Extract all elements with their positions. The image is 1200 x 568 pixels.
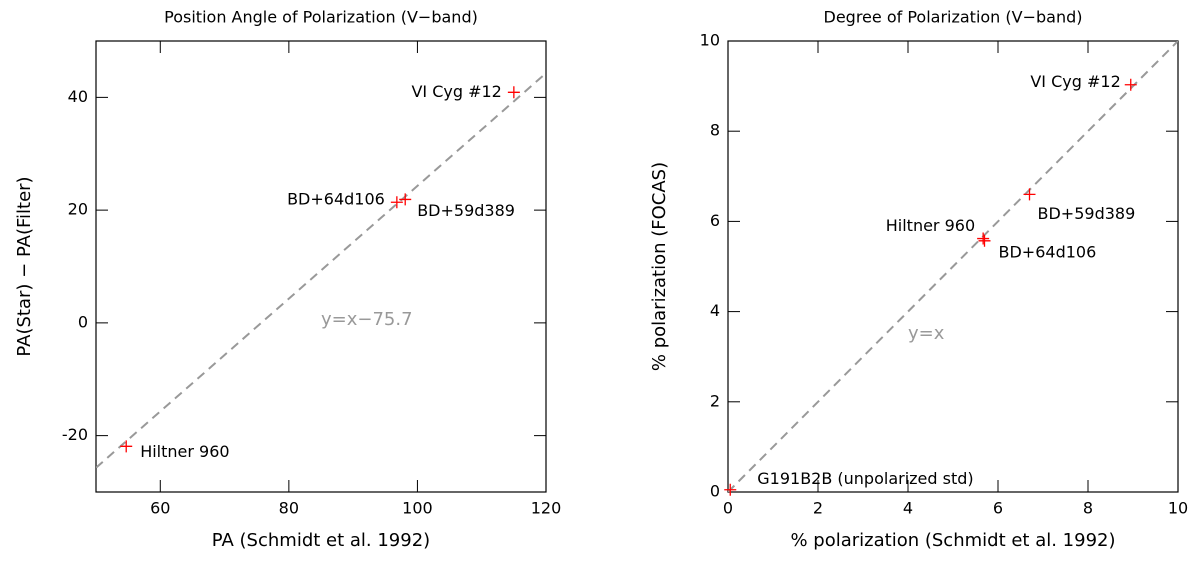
y-tick-label: 8 — [710, 121, 720, 140]
reference-line — [728, 41, 1178, 492]
y-tick-label: -20 — [62, 425, 88, 444]
x-tick-label: 8 — [1083, 499, 1093, 518]
reference-label: y=x — [908, 323, 945, 344]
point-label: Hiltner 960 — [140, 442, 229, 461]
y-axis-label: PA(Star) − PA(Filter) — [14, 176, 35, 356]
chart: Position Angle of Polarization (V−band) P… — [14, 8, 561, 552]
point-label: Hiltner 960 — [886, 216, 975, 235]
x-tick-label: 2 — [813, 499, 823, 518]
point-label: BD+59d389 — [1038, 204, 1136, 223]
y-tick-label: 10 — [700, 31, 720, 50]
x-tick-label: 60 — [150, 499, 170, 518]
data-point — [978, 234, 991, 247]
x-tick-label: 4 — [903, 499, 913, 518]
point-label: G191B2B (unpolarized std) — [757, 469, 973, 488]
y-tick-label: 2 — [710, 391, 720, 410]
y-tick-label: 0 — [710, 482, 720, 501]
data-point — [977, 232, 990, 245]
data-point — [507, 86, 520, 99]
data-point — [120, 440, 133, 453]
y-tick-label: 6 — [710, 211, 720, 230]
point-label: VI Cyg #12 — [1030, 72, 1120, 91]
y-tick-label: 20 — [68, 200, 88, 219]
x-tick-label: 6 — [993, 499, 1003, 518]
x-tick-label: 120 — [531, 499, 562, 518]
data-point — [724, 483, 737, 496]
chart: Degree of Polarization (V−band) % polariz… — [649, 8, 1188, 552]
plot-frame — [727, 40, 1179, 493]
data-point — [1023, 188, 1036, 201]
data-point — [399, 193, 412, 206]
point-label: BD+59d389 — [417, 201, 515, 220]
plot-frame — [95, 40, 547, 493]
y-tick-label: 4 — [710, 301, 720, 320]
x-tick-label: 100 — [402, 499, 433, 518]
reference-label: y=x−75.7 — [321, 309, 413, 330]
point-label: BD+64d106 — [287, 190, 385, 209]
y-tick-label: 40 — [68, 87, 88, 106]
point-label: VI Cyg #12 — [411, 82, 501, 101]
x-tick-label: 80 — [279, 499, 299, 518]
chart-title: Degree of Polarization (V−band) — [824, 8, 1083, 27]
point-label: BD+64d106 — [999, 242, 1097, 261]
x-tick-label: 10 — [1168, 499, 1188, 518]
y-tick-label: 0 — [78, 312, 88, 331]
x-axis-label: PA (Schmidt et al. 1992) — [212, 530, 430, 551]
data-point — [1124, 78, 1137, 91]
y-axis-label: % polarization (FOCAS) — [649, 162, 670, 371]
x-tick-label: 0 — [723, 499, 733, 518]
data-point — [390, 196, 403, 209]
chart-title: Position Angle of Polarization (V−band) — [164, 8, 478, 27]
reference-line — [96, 72, 546, 469]
x-axis-label: % polarization (Schmidt et al. 1992) — [790, 530, 1115, 551]
